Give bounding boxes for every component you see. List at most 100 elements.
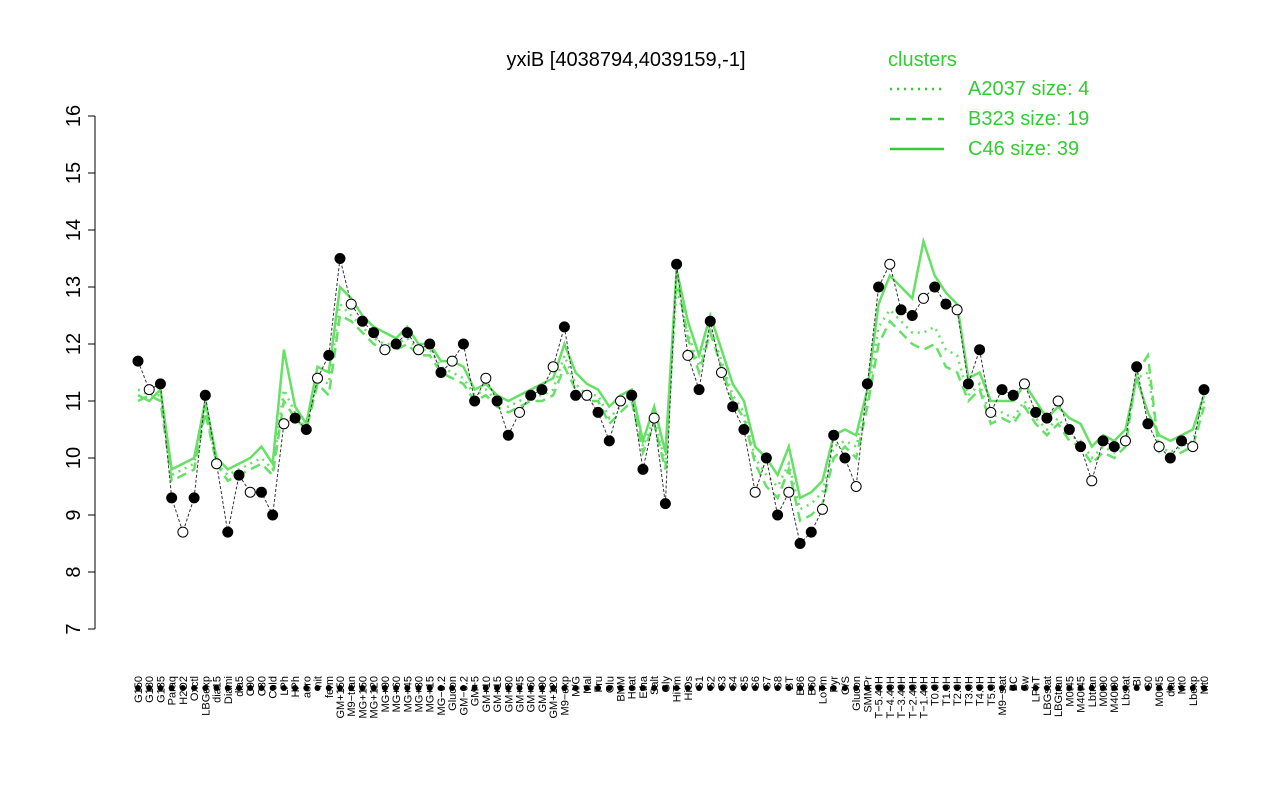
x-tick-label: Mal	[582, 676, 594, 694]
x-tick-label: T−5.40H	[874, 676, 886, 719]
x-tick-label: M/G	[571, 676, 583, 697]
data-point	[1187, 441, 1199, 453]
x-rug-mark	[1167, 685, 1174, 691]
x-rug-mark	[247, 685, 254, 691]
x-tick-label: MG+15	[425, 676, 437, 712]
x-tick-label: G150	[133, 676, 145, 703]
data-point	[379, 344, 391, 356]
x-tick-label: G/S	[840, 676, 852, 695]
x-rug-mark	[875, 685, 882, 691]
x-tick-label: GM+90	[537, 676, 549, 712]
data-point	[502, 429, 514, 441]
data-point	[1086, 475, 1098, 487]
y-tick-label: 11	[63, 391, 85, 412]
x-rug-mark	[1133, 685, 1140, 691]
series-line-3	[137, 286, 1206, 512]
data-point	[1119, 435, 1131, 447]
x-tick-label: T4.0H	[975, 676, 987, 706]
x-tick-label: GM+5	[470, 676, 482, 706]
data-point	[783, 486, 795, 498]
x-tick-label: T1.0H	[941, 676, 953, 706]
x-rug-mark	[583, 685, 590, 691]
x-rug-mark	[819, 685, 826, 691]
x-rug-mark	[1122, 685, 1129, 691]
x-rug-mark	[965, 685, 972, 691]
x-rug-mark	[415, 685, 422, 691]
x-rug-mark	[909, 685, 916, 691]
data-point	[615, 395, 627, 407]
x-rug-mark	[370, 685, 377, 691]
x-rug-mark	[886, 685, 893, 691]
data-point	[323, 349, 335, 361]
x-rug-mark	[527, 685, 534, 691]
data-point	[413, 344, 425, 356]
data-point	[312, 372, 324, 384]
x-rug-mark	[561, 685, 568, 691]
data-point	[637, 463, 649, 475]
x-rug-mark	[505, 685, 512, 691]
data-point	[805, 526, 817, 538]
x-rug-mark	[763, 685, 770, 691]
data-point	[749, 486, 761, 498]
x-rug-mark	[785, 685, 792, 691]
data-point	[199, 389, 211, 401]
data-point	[985, 406, 997, 418]
data-point	[1198, 384, 1210, 396]
x-rug-mark	[179, 685, 186, 691]
data-point	[794, 538, 806, 549]
x-tick-label: GM+30	[503, 676, 515, 712]
x-tick-label: Glu	[604, 676, 616, 693]
x-rug-mark	[224, 685, 231, 691]
y-tick-label: 7	[63, 623, 85, 634]
x-rug-mark	[841, 685, 848, 691]
x-rug-mark	[516, 685, 523, 691]
data-point	[345, 298, 357, 310]
data-point	[1052, 395, 1064, 407]
data-point	[278, 418, 290, 430]
x-tick-label: M9−stat	[997, 676, 1009, 715]
x-tick-label: ferm	[324, 676, 336, 698]
x-rug-mark	[202, 685, 209, 691]
data-point	[222, 526, 234, 538]
data-point	[648, 412, 660, 424]
x-tick-label: nit	[313, 676, 325, 688]
data-point	[334, 253, 346, 264]
data-point	[592, 406, 604, 418]
x-rug-mark	[853, 685, 860, 691]
x-tick-label: Cold	[268, 676, 280, 699]
data-point	[211, 458, 223, 470]
legend-label: C46 size: 39	[968, 138, 1079, 160]
x-rug-mark	[1010, 685, 1017, 691]
x-rug-mark	[707, 685, 714, 691]
data-point	[1164, 452, 1176, 464]
x-rug-mark	[931, 685, 938, 691]
x-rug-mark	[426, 685, 433, 691]
x-tick-label: S6	[750, 676, 762, 689]
data-point	[469, 395, 481, 407]
data-point	[996, 384, 1008, 396]
data-point	[1176, 435, 1188, 447]
chart-title: yxiB [4038794,4039159,-1]	[506, 49, 745, 71]
x-rug-mark	[920, 685, 927, 691]
data-point	[727, 401, 739, 413]
x-rug-mark	[1043, 685, 1050, 691]
data-point	[255, 486, 267, 498]
y-tick-label: 14	[63, 219, 85, 241]
x-rug-mark	[1156, 685, 1163, 691]
x-rug-mark	[269, 685, 276, 691]
data-point	[143, 384, 155, 396]
x-rug-mark	[752, 685, 759, 691]
data-point	[861, 378, 873, 390]
x-tick-label: G135	[155, 676, 167, 703]
x-tick-label: M40t45	[1076, 676, 1088, 713]
x-tick-label: S2	[705, 676, 717, 689]
x-tick-label: Etha	[638, 675, 650, 699]
x-tick-label: B60	[806, 676, 818, 696]
x-tick-label: MG+90	[380, 676, 392, 712]
x-rug-mark	[942, 685, 949, 691]
x-rug-mark	[157, 685, 164, 691]
x-tick-label: GM+120	[548, 676, 560, 719]
data-point	[1018, 378, 1030, 390]
x-tick-label: Fru	[593, 676, 605, 693]
x-rug-mark	[538, 685, 545, 691]
